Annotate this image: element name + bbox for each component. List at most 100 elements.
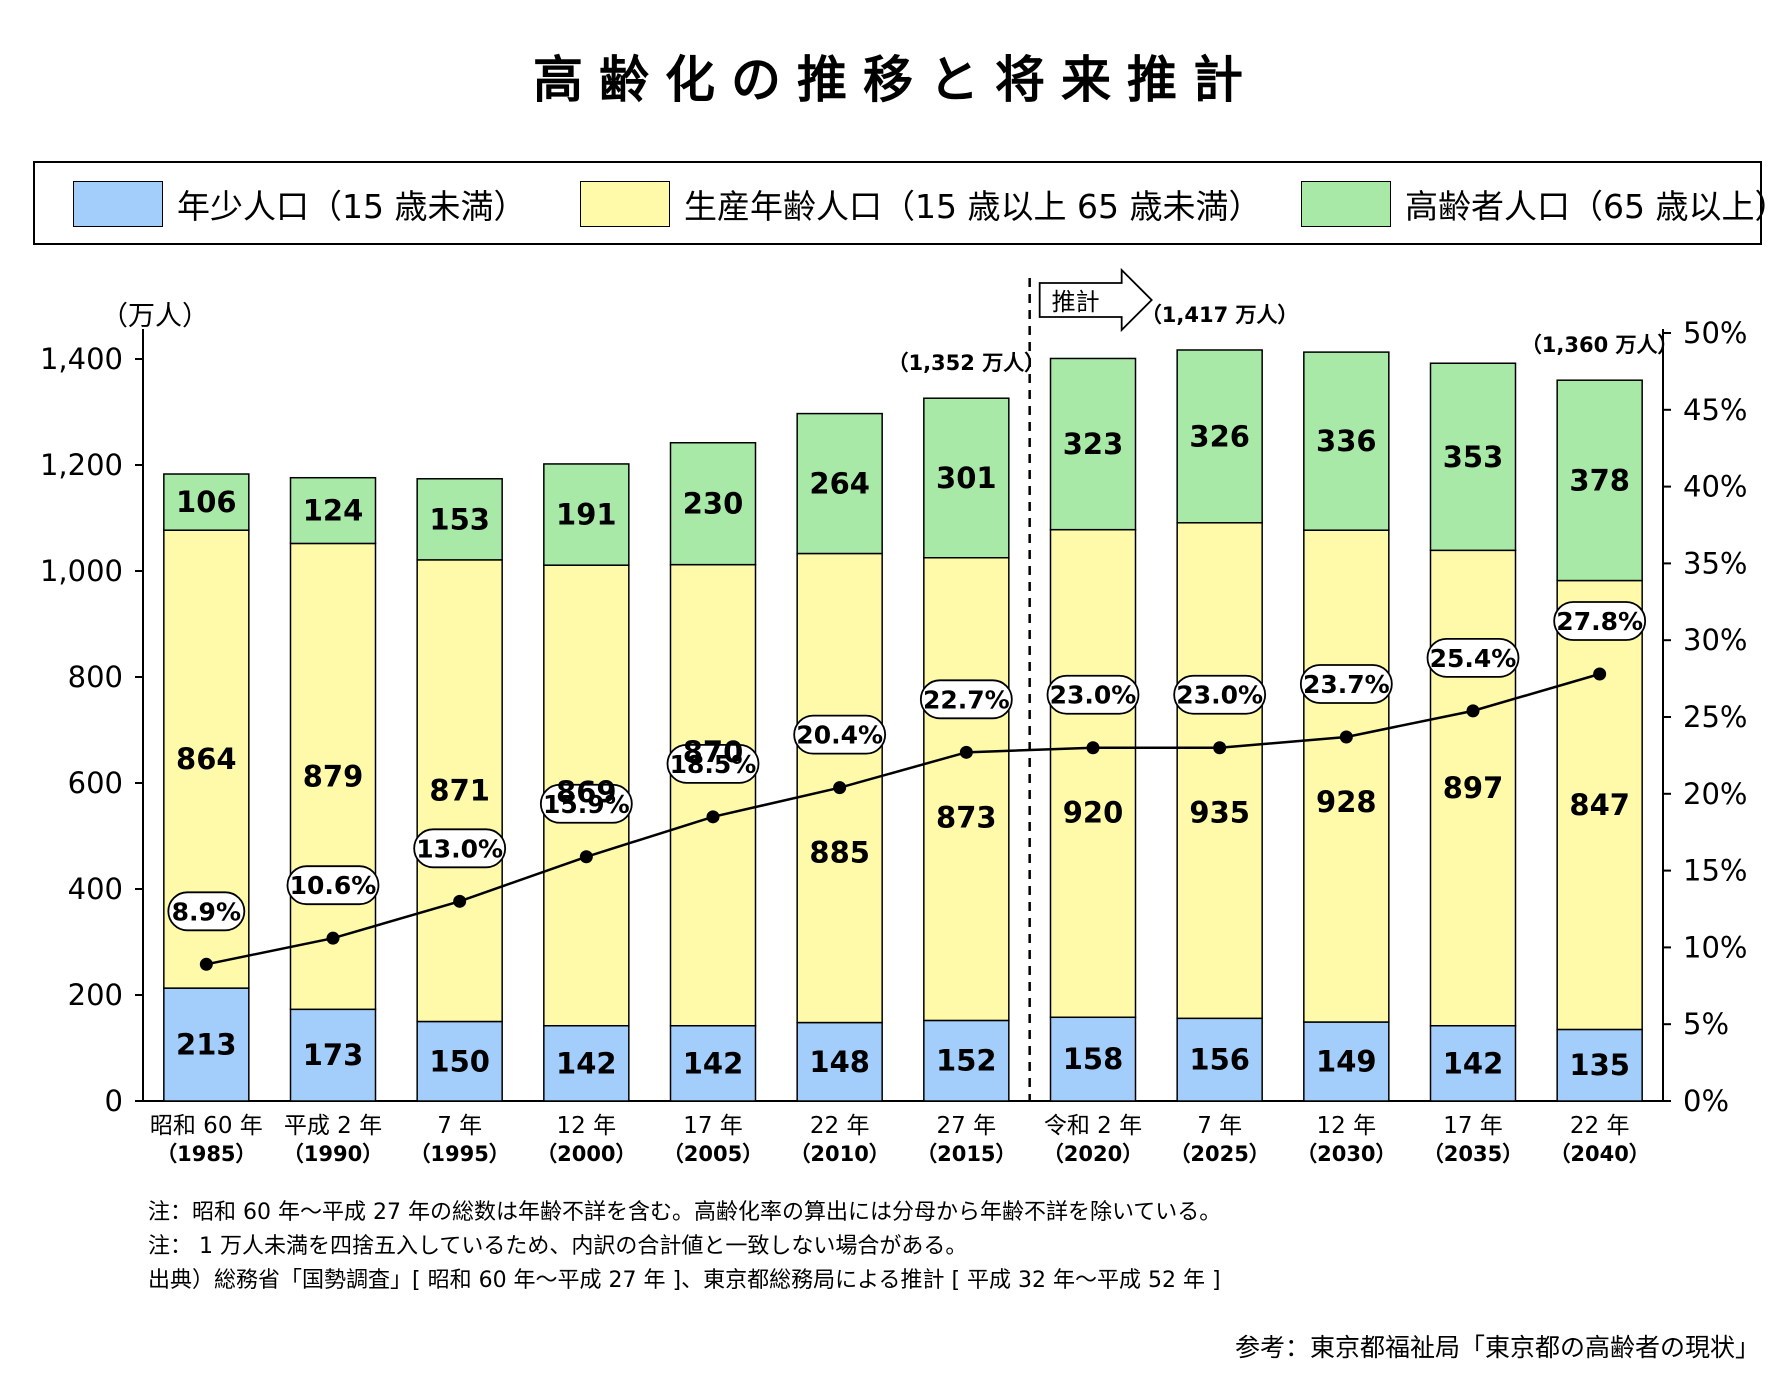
- value-label-working-age: 869: [556, 775, 617, 809]
- value-label-elderly: 301: [936, 461, 997, 495]
- aging-rate-label: 8.9%: [172, 897, 241, 926]
- x-category-year: （2020）: [1043, 1142, 1143, 1166]
- value-label-youth: 148: [809, 1045, 870, 1079]
- x-category-label: 平成 2 年: [284, 1113, 382, 1139]
- value-label-youth: 142: [683, 1046, 744, 1080]
- bar-segment-youth: [1429, 1024, 1517, 1102]
- y-left-tick-label: 200: [68, 978, 123, 1012]
- aging-rate-point: [833, 781, 847, 795]
- aging-rate-label: 25.4%: [1430, 644, 1517, 673]
- bar-segment-working-age: [923, 557, 1010, 1022]
- bar-segment-elderly: [1049, 357, 1137, 531]
- bar-segment-working-age: [1176, 522, 1263, 1020]
- aging-rate-label-box: [793, 714, 887, 755]
- value-label-working-age: 873: [936, 800, 997, 834]
- value-label-elderly: 153: [429, 502, 490, 536]
- aging-rate-point: [1339, 730, 1353, 744]
- legend: 年少人口（15 歳未満） 生産年齢人口（15 歳以上 65 歳未満） 高齢者人口…: [33, 161, 1787, 245]
- aging-rate-label: 22.7%: [923, 685, 1010, 714]
- notes: 注：昭和 60 年～平成 27 年の総数は年齢不詳を含む。高齢化率の算出には分母…: [148, 1196, 1221, 1298]
- y-right-tick-label: 15%: [1683, 854, 1747, 888]
- x-category-label: 令和 2 年: [1044, 1113, 1142, 1139]
- legend-label-elderly: 高齢者人口（65 歳以上）: [1405, 187, 1788, 226]
- y-right-tick-label: 35%: [1683, 546, 1747, 580]
- x-category-label: 17 年: [683, 1113, 743, 1139]
- aging-rate-point: [1593, 667, 1607, 681]
- value-label-youth: 149: [1316, 1045, 1377, 1079]
- y-right-tick-label: 45%: [1683, 393, 1747, 427]
- y-right-tick-label: 25%: [1683, 700, 1747, 734]
- value-label-youth: 152: [936, 1044, 997, 1078]
- bar-segment-elderly: [669, 441, 757, 566]
- y-left-tick-label: 0: [105, 1084, 123, 1118]
- bar-segment-working-age: [669, 563, 757, 1027]
- note-line: 注： 1 万人未満を四捨五入しているため、内訳の合計値と一致しない場合がある。: [148, 1234, 968, 1259]
- x-category-year: （2000）: [536, 1142, 636, 1166]
- legend-label-working-age: 生産年齢人口（15 歳以上 65 歳未満）: [684, 187, 1262, 226]
- aging-rate-label-box: [286, 865, 380, 906]
- value-label-elderly: 326: [1189, 419, 1250, 453]
- x-category-label: 7 年: [1197, 1113, 1242, 1139]
- bar-segment-youth: [1049, 1016, 1137, 1102]
- x-category-year: （1985）: [156, 1142, 256, 1166]
- value-label-elderly: 230: [683, 487, 744, 521]
- x-category-year: （2015）: [916, 1142, 1016, 1166]
- bar-segment-youth: [796, 1021, 883, 1102]
- aging-rate-label: 13.0%: [416, 834, 503, 863]
- legend-swatch-youth: [73, 181, 163, 227]
- y-right-tick-label: 40%: [1683, 470, 1747, 504]
- value-label-working-age: 897: [1443, 771, 1504, 805]
- x-category-label: 22 年: [810, 1113, 870, 1139]
- aging-rate-label-box: [1299, 664, 1393, 704]
- aging-rate-label-box: [1173, 674, 1267, 715]
- projection-arrow: [1038, 267, 1153, 333]
- y-left-tick-label: 400: [68, 872, 123, 906]
- y-right-tick-label: 20%: [1683, 777, 1747, 811]
- aging-rate-label-box: [413, 828, 507, 869]
- x-category-year: （2025）: [1169, 1142, 1269, 1166]
- aging-rate-label: 20.4%: [796, 721, 883, 750]
- x-category-label: 7 年: [437, 1113, 482, 1139]
- y-right-tick-label: 50%: [1683, 316, 1747, 350]
- y-left-tick-label: 600: [68, 766, 123, 800]
- value-label-working-age: 928: [1316, 785, 1377, 819]
- value-label-youth: 156: [1189, 1043, 1250, 1077]
- aging-rate-label: 23.0%: [1050, 681, 1137, 710]
- aging-rate-point: [1466, 704, 1480, 718]
- value-label-working-age: 847: [1569, 788, 1630, 822]
- x-category-label: 22 年: [1570, 1113, 1630, 1139]
- y-right-tick-label: 0%: [1683, 1084, 1729, 1118]
- bar-segment-elderly: [1176, 349, 1263, 524]
- value-label-youth: 142: [1443, 1046, 1504, 1080]
- x-category-label: 12 年: [557, 1113, 617, 1139]
- bar-segment-elderly: [1303, 351, 1390, 531]
- chart-title: 高齢化の推移と将来推計: [533, 51, 1259, 109]
- bar-segment-youth: [1556, 1028, 1643, 1102]
- bar-segment-youth: [669, 1024, 757, 1102]
- x-category-label: 12 年: [1317, 1113, 1377, 1139]
- value-label-elderly: 353: [1443, 440, 1504, 474]
- x-category-label: 27 年: [937, 1113, 997, 1139]
- aging-rate-label: 15.9%: [543, 790, 630, 819]
- x-category-year: （1990）: [283, 1142, 383, 1166]
- aging-rate-label: 18.5%: [670, 750, 757, 779]
- bar-segment-elderly: [289, 476, 377, 545]
- aging-rate-label-box: [167, 891, 246, 932]
- bar-segment-youth: [1176, 1017, 1263, 1102]
- bar-segment-youth: [543, 1024, 630, 1102]
- aging-rate-label-box: [666, 743, 760, 784]
- bar-segment-elderly: [543, 463, 630, 566]
- aging-rate-label: 27.8%: [1556, 607, 1643, 636]
- aging-rate-label-box: [1426, 637, 1520, 678]
- value-label-elderly: 378: [1569, 463, 1630, 497]
- value-label-youth: 173: [303, 1038, 364, 1072]
- bar-segment-youth: [289, 1008, 377, 1102]
- value-label-elderly: 106: [176, 485, 237, 519]
- aging-rate-point: [326, 931, 340, 945]
- value-label-youth: 135: [1569, 1048, 1630, 1082]
- x-category-year: （2010）: [789, 1142, 889, 1166]
- bar-segment-youth: [416, 1020, 503, 1102]
- aging-rate-label: 23.0%: [1176, 681, 1263, 710]
- bar-segment-elderly: [923, 397, 1010, 559]
